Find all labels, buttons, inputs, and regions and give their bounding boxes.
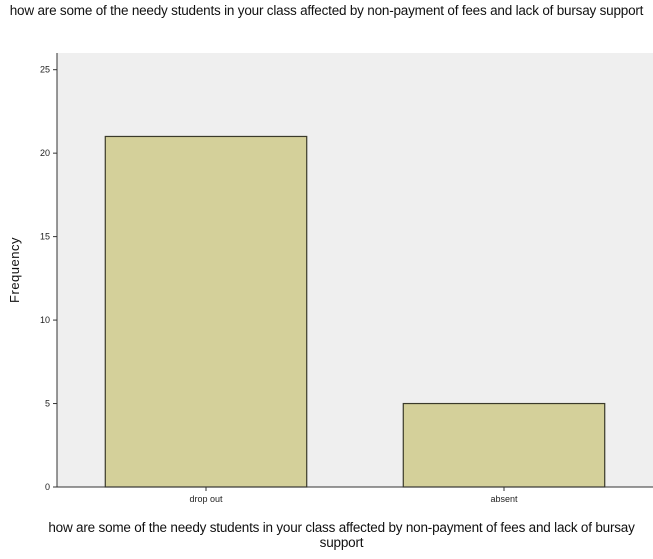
x-tick-label: absent bbox=[490, 494, 518, 504]
x-tick-label: drop out bbox=[189, 494, 223, 504]
chart-title: how are some of the needy students in yo… bbox=[9, 3, 644, 18]
y-tick-label: 15 bbox=[40, 232, 50, 242]
y-tick-label: 0 bbox=[45, 482, 50, 492]
y-tick-label: 25 bbox=[40, 65, 50, 75]
y-tick-label: 5 bbox=[45, 399, 50, 409]
bar-drop-out bbox=[104, 135, 308, 488]
y-axis-label: Frequency bbox=[7, 237, 22, 303]
y-tick-label: 20 bbox=[40, 148, 50, 158]
x-axis-label: how are some of the needy students in yo… bbox=[48, 520, 635, 550]
y-tick-label: 10 bbox=[40, 315, 50, 325]
bar-absent bbox=[402, 402, 606, 488]
